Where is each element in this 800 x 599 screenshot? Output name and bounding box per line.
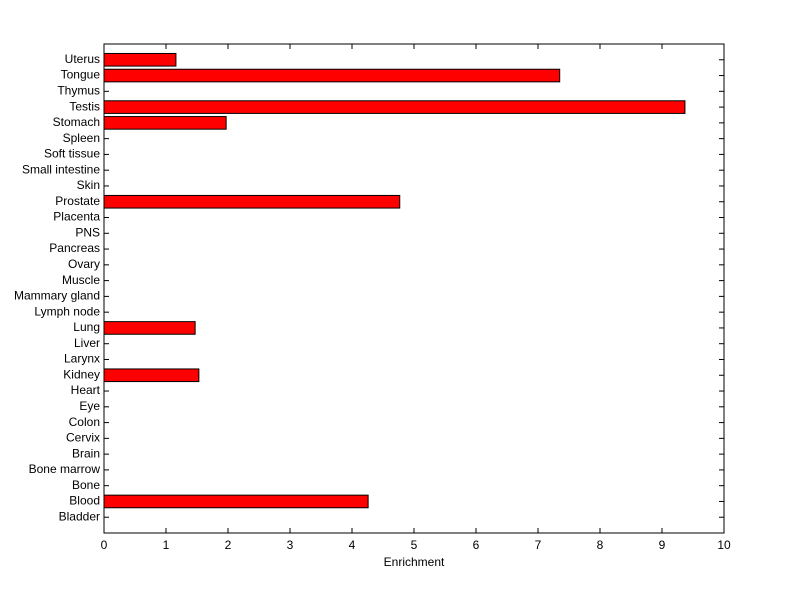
y-tick-label: Bladder xyxy=(59,509,100,523)
y-tick-label: Thymus xyxy=(57,83,100,97)
y-tick-label: Lung xyxy=(73,320,100,334)
y-tick-label: Liver xyxy=(74,336,100,350)
y-tick-label: Muscle xyxy=(62,273,100,287)
x-tick-label: 4 xyxy=(349,538,356,552)
y-tick-label: Testis xyxy=(69,99,100,113)
y-tick-label: Brain xyxy=(72,446,100,460)
y-tick-label: Skin xyxy=(77,178,100,192)
bar xyxy=(103,368,200,383)
y-tick-label: Colon xyxy=(69,415,100,429)
x-tick-label: 1 xyxy=(163,538,170,552)
x-tick-label: 2 xyxy=(225,538,232,552)
x-tick-label: 3 xyxy=(287,538,294,552)
bar xyxy=(103,321,196,335)
x-tick-label: 5 xyxy=(411,538,418,552)
y-tick-label: Ovary xyxy=(68,257,100,271)
x-tick-label: 8 xyxy=(597,538,604,552)
bar xyxy=(103,52,177,67)
x-tick-label: 9 xyxy=(659,538,666,552)
y-tick-label: Lymph node xyxy=(34,304,100,318)
bar xyxy=(103,100,686,114)
y-tick-label: PNS xyxy=(75,225,100,239)
bar xyxy=(103,494,369,509)
y-tick-label: Uterus xyxy=(65,52,100,66)
bar xyxy=(103,116,227,130)
y-tick-label: Tongue xyxy=(61,68,101,82)
y-tick-label: Heart xyxy=(71,383,101,397)
bar xyxy=(103,68,561,83)
y-tick-label: Stomach xyxy=(53,115,100,129)
x-tick-label: 10 xyxy=(717,538,731,552)
y-tick-label: Cervix xyxy=(66,431,100,445)
y-tick-label: Eye xyxy=(79,399,100,413)
y-tick-label: Prostate xyxy=(55,194,100,208)
x-tick-label: 6 xyxy=(473,538,480,552)
y-tick-label: Larynx xyxy=(64,352,100,366)
x-tick-label: 7 xyxy=(535,538,542,552)
y-tick-label: Placenta xyxy=(53,210,100,224)
y-tick-label: Spleen xyxy=(63,131,100,145)
x-tick-label: 0 xyxy=(101,538,108,552)
y-tick-label: Bone xyxy=(72,478,100,492)
y-tick-label: Small intestine xyxy=(22,162,100,176)
x-axis-label: Enrichment xyxy=(384,555,445,569)
y-tick-label: Mammary gland xyxy=(14,289,100,303)
y-tick-label: Bone marrow xyxy=(29,462,101,476)
y-tick-label: Kidney xyxy=(63,367,100,381)
y-tick-label: Pancreas xyxy=(49,241,100,255)
y-tick-label: Blood xyxy=(69,494,100,508)
bar xyxy=(103,194,401,209)
y-tick-label: Soft tissue xyxy=(44,147,100,161)
